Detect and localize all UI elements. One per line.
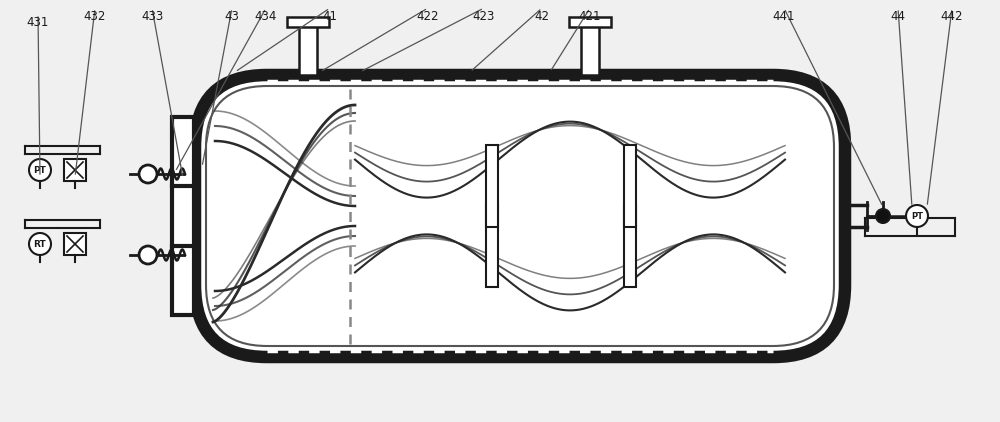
Text: 41: 41 xyxy=(322,10,338,22)
Bar xyxy=(287,17,329,27)
Text: 434: 434 xyxy=(255,10,277,22)
Text: 42: 42 xyxy=(534,10,550,22)
Bar xyxy=(624,206,636,287)
Text: 442: 442 xyxy=(941,10,963,22)
Bar xyxy=(624,145,636,227)
Circle shape xyxy=(29,159,51,181)
Bar xyxy=(569,17,611,27)
Bar xyxy=(581,23,599,75)
Text: RT: RT xyxy=(34,240,46,249)
Bar xyxy=(64,233,86,255)
Text: 432: 432 xyxy=(84,10,106,22)
Circle shape xyxy=(876,209,890,223)
Text: 422: 422 xyxy=(417,10,439,22)
Circle shape xyxy=(29,233,51,255)
Bar xyxy=(64,159,86,181)
Circle shape xyxy=(139,165,157,183)
Text: 44: 44 xyxy=(891,10,906,22)
FancyBboxPatch shape xyxy=(195,75,845,357)
Circle shape xyxy=(906,205,928,227)
Text: 441: 441 xyxy=(773,10,795,22)
Circle shape xyxy=(139,246,157,264)
Text: 433: 433 xyxy=(141,10,163,22)
Bar xyxy=(299,23,317,75)
Text: 421: 421 xyxy=(579,10,601,22)
Text: 423: 423 xyxy=(473,10,495,22)
Text: PT: PT xyxy=(34,165,46,175)
Text: 431: 431 xyxy=(27,16,49,29)
Bar xyxy=(486,145,498,227)
Text: 43: 43 xyxy=(225,10,239,22)
Bar xyxy=(172,117,194,315)
Bar xyxy=(486,206,498,287)
Text: PT: PT xyxy=(911,211,923,221)
